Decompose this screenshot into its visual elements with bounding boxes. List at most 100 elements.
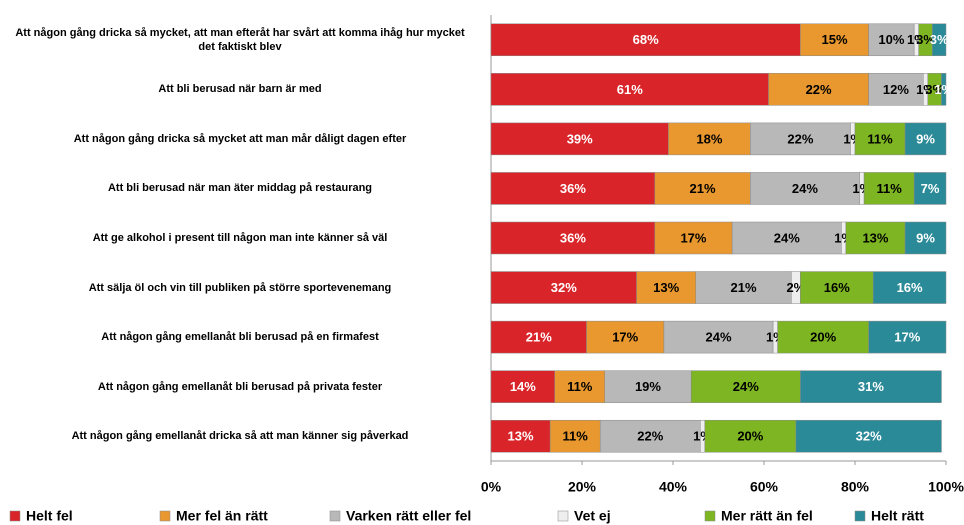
data-label: 20%: [737, 429, 763, 444]
data-label: 3%: [916, 32, 935, 47]
data-label: 19%: [635, 379, 661, 394]
bar-segment: [690, 370, 801, 403]
data-label: 11%: [563, 429, 589, 444]
data-label: 16%: [824, 280, 850, 295]
bar-segment: [795, 419, 942, 453]
bar-segment: [932, 23, 947, 57]
data-label: 15%: [822, 32, 848, 47]
data-label: 14%: [510, 379, 536, 394]
bar-segment: [868, 73, 924, 106]
data-label: 24%: [774, 230, 800, 245]
data-label: 68%: [633, 32, 659, 47]
bar-segment: [904, 221, 947, 255]
data-label: 24%: [733, 379, 759, 394]
bar-segment: [863, 172, 915, 205]
data-label: 31%: [858, 379, 884, 394]
data-label: 1%: [934, 82, 953, 97]
bar-segment: [490, 122, 669, 156]
category-label: Att någon gång emellanåt bli berusad på …: [101, 331, 379, 344]
bar-segment: [490, 320, 587, 354]
data-label: 22%: [637, 429, 663, 444]
bar-segment: [586, 320, 665, 354]
category-label: Att sälja öl och vin till publiken på st…: [88, 281, 392, 294]
data-label: 12%: [883, 82, 909, 97]
category-label: Att bli berusad när man äter middag på r…: [107, 182, 373, 195]
bar-segment: [695, 271, 792, 304]
x-tick-label: 40%: [659, 479, 688, 495]
bar-segment: [490, 221, 656, 255]
bar-segment: [490, 370, 555, 403]
legend-swatch: [854, 510, 866, 522]
data-label: 7%: [921, 181, 940, 196]
bar-segment: [604, 370, 692, 403]
x-tick-label: 0%: [481, 479, 502, 495]
data-label: 9%: [916, 230, 935, 245]
bar-segment: [636, 271, 696, 304]
legend-swatch: [159, 510, 171, 522]
x-tick-label: 20%: [568, 479, 597, 495]
data-label: 21%: [731, 280, 757, 295]
legend-label: Mer fel än rätt: [176, 508, 268, 524]
legend-swatch: [9, 510, 21, 522]
bar-segment: [913, 172, 947, 205]
bar-segment: [941, 73, 947, 106]
bar-segment: [904, 122, 947, 156]
bar-segment: [750, 122, 851, 156]
bar-segment: [654, 221, 733, 255]
legend-label: Mer rätt än fel: [721, 508, 813, 524]
data-label: 20%: [810, 330, 836, 345]
data-label: 36%: [560, 181, 586, 196]
legend-swatch: [329, 510, 341, 522]
data-label: 22%: [806, 82, 832, 97]
category-label: Att någon gång dricka så mycket, att man…: [15, 26, 465, 53]
data-label: 16%: [897, 280, 923, 295]
data-label: 24%: [705, 330, 731, 345]
data-label: 21%: [690, 181, 716, 196]
data-label: 11%: [567, 379, 593, 394]
legend-swatch: [557, 510, 569, 522]
data-label: 3%: [930, 32, 949, 47]
category-label: Att ge alkohol i present till någon man …: [92, 232, 388, 244]
legend-label: Helt rätt: [871, 508, 924, 524]
category-label: Att bli berusad när barn är med: [158, 83, 322, 96]
category-label: Att någon gång emellanåt bli berusad på …: [97, 380, 383, 393]
legend-label: Vet ej: [574, 508, 611, 524]
bar-segment: [549, 419, 601, 453]
data-label: 24%: [792, 181, 818, 196]
legend-label: Varken rätt eller fel: [346, 508, 471, 524]
data-label: 17%: [612, 330, 638, 345]
bar-segment: [731, 221, 842, 255]
bar-segment: [800, 23, 869, 57]
bar-segment: [490, 172, 656, 205]
data-label: 17%: [894, 330, 920, 345]
bar-segment: [872, 271, 947, 304]
data-label: 9%: [916, 131, 935, 146]
bar-segment: [704, 419, 797, 453]
data-label: 11%: [867, 131, 893, 146]
legend-swatch: [704, 510, 716, 522]
data-label: 11%: [876, 181, 902, 196]
data-label: 18%: [696, 131, 722, 146]
category-label: Att någon gång emellanåt dricka så att m…: [71, 430, 409, 443]
bar-segment: [490, 271, 637, 304]
bar-segment: [490, 23, 801, 57]
data-label: 39%: [567, 131, 593, 146]
bar-segment: [868, 320, 947, 354]
data-label: 21%: [526, 330, 552, 345]
data-label: 61%: [617, 82, 643, 97]
data-label: 32%: [856, 429, 882, 444]
data-label: 3%: [925, 82, 944, 97]
data-label: 10%: [878, 32, 904, 47]
category-label: Att någon gång dricka så mycket att man …: [73, 132, 407, 145]
bar-segment: [777, 320, 869, 354]
data-label: 17%: [680, 230, 706, 245]
bar-segment: [800, 370, 942, 403]
bar-segment: [490, 73, 769, 106]
x-tick-label: 100%: [928, 479, 964, 495]
data-label: 22%: [787, 131, 813, 146]
legend-label: Helt fel: [26, 508, 73, 524]
bar-segment: [845, 221, 906, 255]
data-label: 13%: [508, 429, 534, 444]
